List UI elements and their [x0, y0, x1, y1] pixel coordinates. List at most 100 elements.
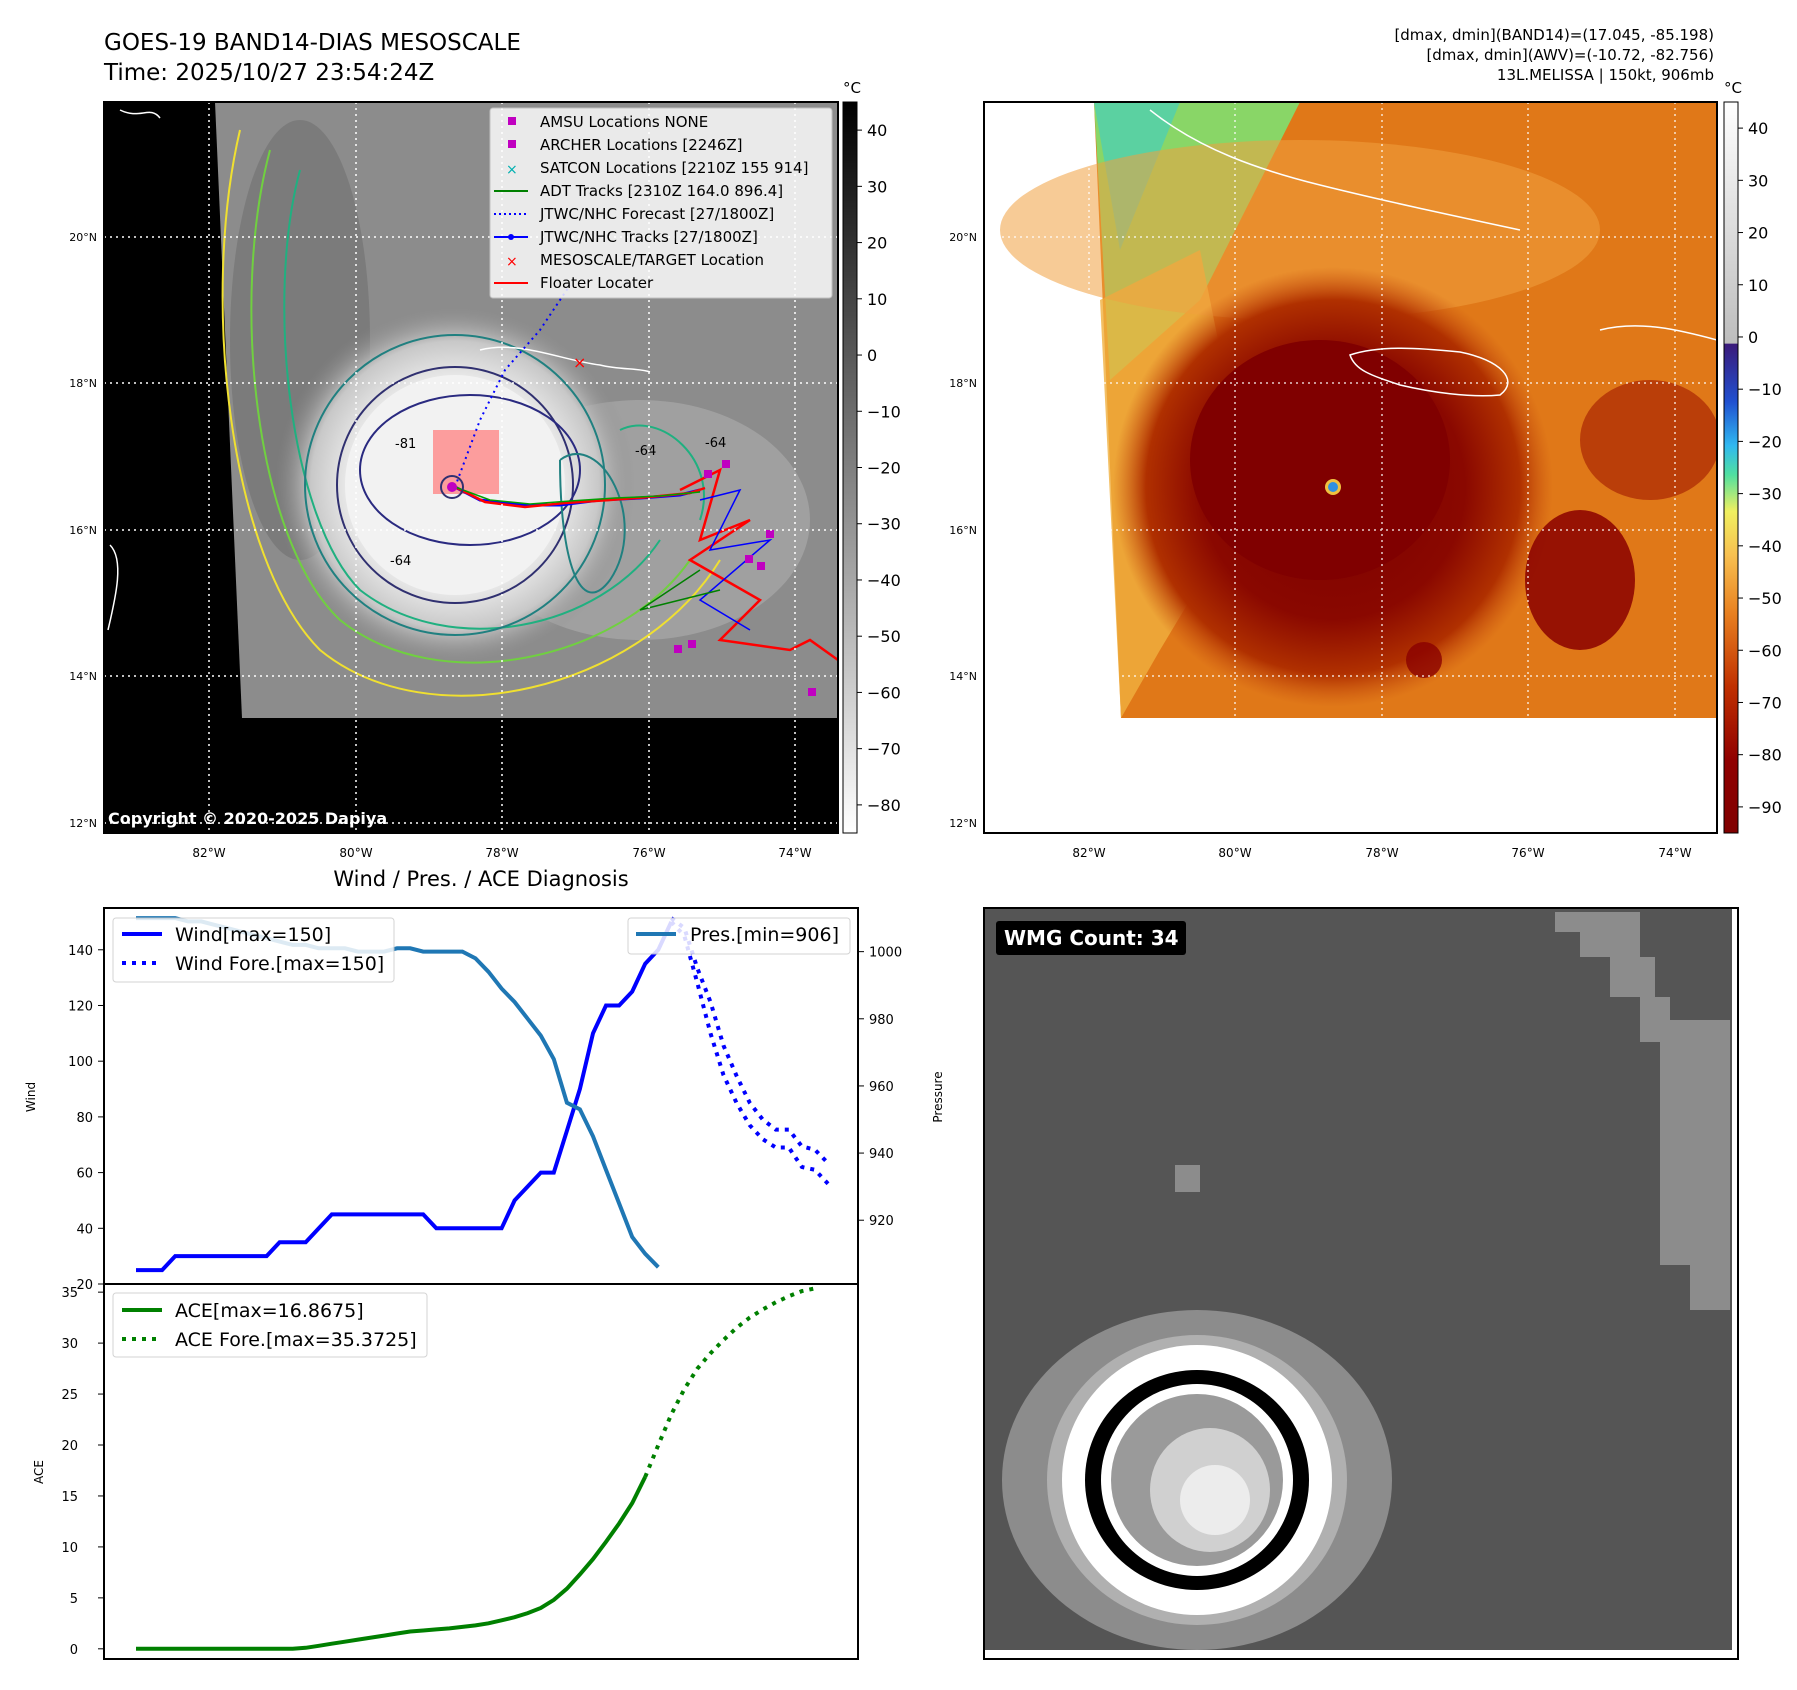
- lat-label: 12°N: [69, 817, 97, 830]
- color-colorbar-label: 0: [1748, 328, 1758, 347]
- pressure-tick-label: 980: [869, 1013, 894, 1028]
- color-colorbar-label: 40: [1748, 119, 1768, 138]
- wind-legend: Wind[max=150] Wind Fore.[max=150]: [112, 917, 395, 983]
- ace-axis-label: ACE: [32, 1460, 46, 1484]
- map1-lon-labels: 82°W 80°W 78°W 76°W 74°W: [192, 846, 811, 860]
- wind-tick-label: 40: [76, 1222, 93, 1237]
- ace-tick-label: 20: [61, 1439, 78, 1454]
- color-colorbar-label: 20: [1748, 224, 1768, 243]
- lat-label: 14°N: [69, 670, 97, 683]
- ace-tick-label: 0: [70, 1643, 78, 1658]
- gray-colorbar-label: 10: [867, 290, 887, 309]
- pressure-tick-label: 1000: [869, 946, 902, 961]
- map2-lon-labels: 82°W 80°W 78°W 76°W 74°W: [1072, 846, 1691, 860]
- lat-label: 18°N: [949, 377, 977, 390]
- series-line-pres-min-3: [670, 916, 830, 1165]
- lon-label: 76°W: [632, 846, 665, 860]
- wind-tick-label: 80: [76, 1111, 93, 1126]
- lon-label: 74°W: [1658, 846, 1691, 860]
- legend-wind-forecast: Wind Fore.[max=150]: [175, 953, 384, 975]
- figure-title-line2: Time: 2025/10/27 23:54:24Z: [103, 60, 434, 86]
- gray-colorbar-label: −60: [867, 683, 901, 702]
- color-colorbar-label: −20: [1748, 432, 1782, 451]
- color-colorbar: °C 40 30 20 10 0 −10 −20 −30 −40 −50 −60 −70 −80 −90: [1723, 79, 1782, 834]
- lon-label: 80°W: [1218, 846, 1251, 860]
- legend-tracks: JTWC/NHC Tracks [27/1800Z]: [539, 228, 758, 246]
- color-colorbar-label: −10: [1748, 380, 1782, 399]
- pressure-tick-label: 940: [869, 1147, 894, 1162]
- gray-colorbar-label: 30: [867, 177, 887, 196]
- legend-forecast: JTWC/NHC Forecast [27/1800Z]: [539, 205, 774, 223]
- contour-label: -81: [395, 437, 416, 452]
- wmg-panel: WMG Count: 34: [983, 907, 1739, 1660]
- wind-pressure-chart: 20 40 60 80 100 120 140 920 940 960 980 1000 Wind …: [24, 907, 945, 1293]
- lon-label: 78°W: [1365, 846, 1398, 860]
- chart-title: Wind / Pres. / ACE Diagnosis: [333, 867, 628, 891]
- ace-tick-label: 30: [61, 1337, 78, 1352]
- legend-archer: ARCHER Locations [2246Z]: [540, 136, 743, 154]
- wmg-count-label: WMG Count: 34: [1004, 926, 1179, 950]
- legend-wind: Wind[max=150]: [175, 924, 331, 946]
- lat-label: 16°N: [69, 524, 97, 537]
- lon-label: 80°W: [339, 846, 372, 860]
- lon-label: 74°W: [778, 846, 811, 860]
- stats-storm: 13L.MELISSA | 150kt, 906mb: [1497, 66, 1714, 84]
- copyright-label: Copyright © 2020-2025 Dapiya: [108, 809, 387, 828]
- gray-colorbar-label: −80: [867, 796, 901, 815]
- ace-tick-label: 35: [61, 1286, 78, 1301]
- lon-label: 82°W: [192, 846, 225, 860]
- legend-pressure: Pres.[min=906]: [690, 924, 839, 946]
- lat-label: 18°N: [69, 377, 97, 390]
- gray-colorbar-label: 20: [867, 234, 887, 253]
- gray-colorbar-label: −70: [867, 740, 901, 759]
- legend-amsu: AMSU Locations NONE: [540, 113, 708, 131]
- pressure-legend: Pres.[min=906]: [627, 917, 851, 955]
- color-colorbar-label: −30: [1748, 485, 1782, 504]
- ace-tick-label: 15: [61, 1490, 78, 1505]
- lon-label: 76°W: [1511, 846, 1544, 860]
- pressure-tick-label: 960: [869, 1080, 894, 1095]
- series-line-wind-max-0: [136, 921, 674, 1273]
- stats-awv: [dmax, dmin](AWV)=(-10.72, -82.756): [1426, 46, 1714, 64]
- svg-text:×: ×: [506, 162, 518, 178]
- gray-colorbar-label: −50: [867, 627, 901, 646]
- ace-series-line-0: [136, 1476, 647, 1651]
- lat-label: 20°N: [949, 231, 977, 244]
- color-colorbar-label: −40: [1748, 537, 1782, 556]
- ace-series-line-1: [643, 1286, 816, 1478]
- ir-grayscale-map: × -81 -64 -64 -64 AMSU Locations NONE AR: [103, 101, 839, 834]
- legend-satcon: SATCON Locations [2210Z 155 914]: [540, 159, 808, 177]
- map-legend: AMSU Locations NONE ARCHER Locations [22…: [489, 107, 833, 299]
- color-colorbar-label: −70: [1748, 693, 1782, 712]
- wind-axis-label: Wind: [24, 1082, 38, 1112]
- lon-label: 78°W: [485, 846, 518, 860]
- legend-ace: ACE[max=16.8675]: [175, 1300, 364, 1322]
- gray-colorbar-label: −20: [867, 459, 901, 478]
- legend-floater: Floater Locater: [540, 274, 654, 292]
- legend-ace-forecast: ACE Fore.[max=35.3725]: [175, 1329, 417, 1351]
- legend-target: MESOSCALE/TARGET Location: [540, 251, 764, 269]
- figure-title-line1: GOES-19 BAND14-DIAS MESOSCALE: [104, 30, 521, 56]
- contour-label: -64: [705, 436, 726, 451]
- gray-colorbar-label: 0: [867, 346, 877, 365]
- gray-colorbar-label: −40: [867, 571, 901, 590]
- lat-label: 12°N: [949, 817, 977, 830]
- svg-text:×: ×: [506, 254, 518, 270]
- color-colorbar-label: 10: [1748, 276, 1768, 295]
- lat-label: 20°N: [69, 231, 97, 244]
- wind-tick-label: 140: [68, 944, 93, 959]
- ir-color-map: [983, 101, 1718, 834]
- color-colorbar-label: −80: [1748, 746, 1782, 765]
- colorbar-unit: °C: [1724, 79, 1742, 97]
- colorbar-unit: °C: [843, 79, 861, 97]
- wind-tick-label: 100: [68, 1055, 93, 1070]
- gray-colorbar-label: −30: [867, 515, 901, 534]
- gray-colorbar-label: 40: [867, 121, 887, 140]
- color-colorbar-label: −50: [1748, 589, 1782, 608]
- lon-label: 82°W: [1072, 846, 1105, 860]
- gray-colorbar-label: −10: [867, 402, 901, 421]
- map2-lat-labels: 20°N 18°N 16°N 14°N 12°N: [949, 231, 977, 830]
- lat-label: 14°N: [949, 670, 977, 683]
- wind-tick-label: 60: [76, 1167, 93, 1182]
- ace-tick-label: 25: [61, 1388, 78, 1403]
